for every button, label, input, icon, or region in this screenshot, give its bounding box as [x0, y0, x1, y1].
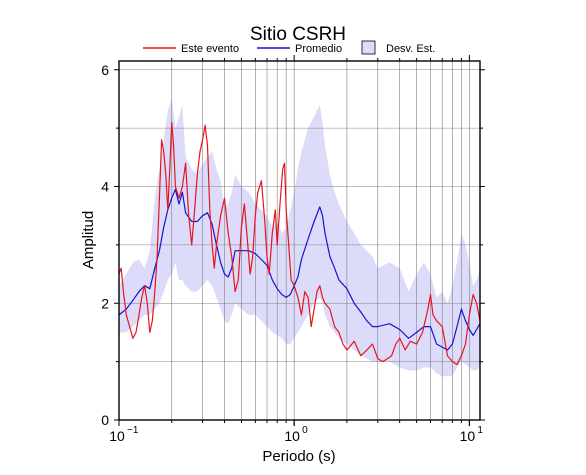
- legend-mean-label: Promedio: [295, 43, 342, 55]
- x-tick-label-exponent: −1: [127, 425, 139, 436]
- x-axis-label: Periodo (s): [262, 448, 335, 465]
- x-tick-label: 10: [284, 428, 300, 444]
- x-tick-label-exponent: 1: [477, 425, 483, 436]
- legend-std-label: Desv. Est.: [386, 43, 435, 55]
- series-event-line: [118, 121, 481, 366]
- legend: Este evento Promedio Desv. Est.: [143, 40, 435, 55]
- y-tick-label: 0: [101, 412, 109, 428]
- x-tick-label-exponent: 0: [302, 425, 308, 436]
- x-tick-label: 10: [460, 428, 476, 444]
- legend-event-label: Este evento: [181, 43, 239, 55]
- std-band: [119, 98, 480, 377]
- series-mean-line: [118, 188, 481, 351]
- plot-frame: [118, 60, 481, 421]
- legend-std-swatch: [361, 40, 376, 55]
- y-tick-label: 2: [101, 295, 109, 311]
- y-axis-label: Amplitud: [80, 211, 97, 269]
- y-tick-label: 6: [101, 62, 109, 78]
- y-tick-label: 4: [101, 179, 109, 195]
- grid: [119, 61, 480, 420]
- chart-title: Sitio CSRH: [250, 24, 346, 45]
- x-tick-label: 10: [109, 428, 125, 444]
